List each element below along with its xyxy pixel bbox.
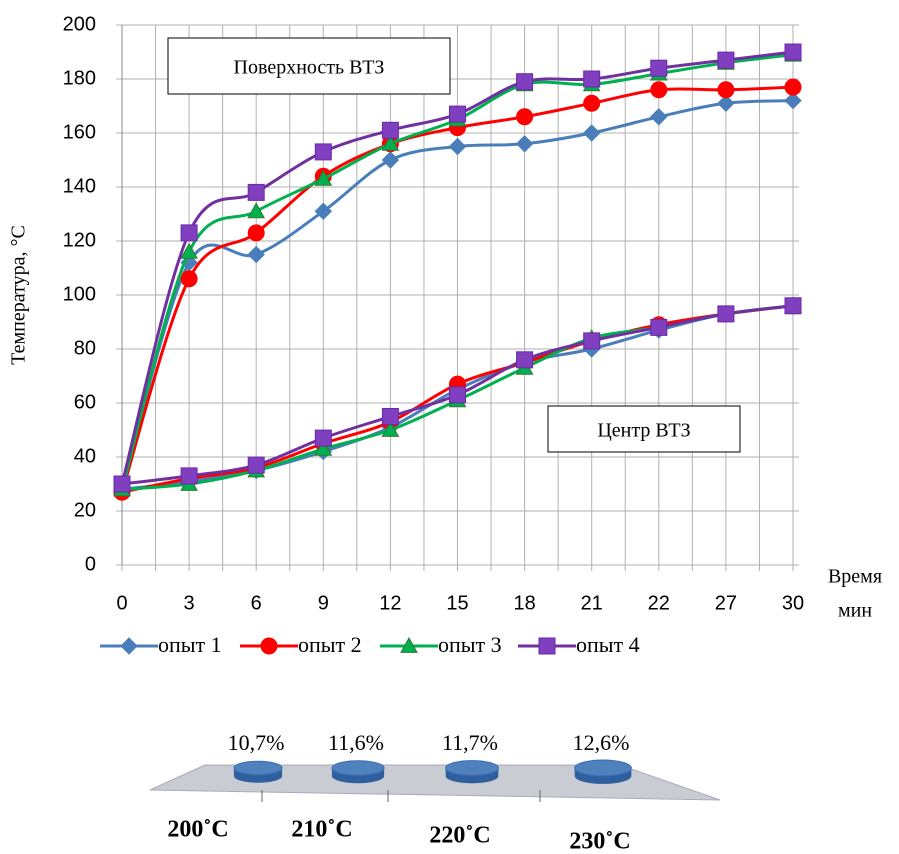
- marker: [314, 429, 332, 447]
- x-tick-label: 220˚С: [429, 823, 490, 849]
- marker: [247, 456, 265, 474]
- x-tick-label: 22: [648, 592, 670, 614]
- marker: [247, 202, 266, 219]
- y-tick-label: 200: [63, 13, 96, 35]
- x-tick-label: 18: [513, 592, 535, 614]
- x-tick-label: 12: [379, 592, 401, 614]
- marker: [247, 224, 265, 242]
- y-tick-label: 120: [63, 229, 96, 251]
- data-label: 12,6%: [573, 730, 630, 755]
- marker: [314, 169, 333, 186]
- x-tick-label: 3: [184, 592, 195, 614]
- data-label: 11,7%: [442, 730, 498, 755]
- marker: [650, 108, 668, 126]
- marker: [180, 224, 198, 242]
- marker: [583, 70, 601, 88]
- x-tick-label: 230˚С: [569, 829, 630, 854]
- series-line: [120, 85, 794, 493]
- legend-label: опыт 4: [576, 632, 640, 657]
- y-tick-label: 80: [74, 337, 96, 359]
- annotation-box: [547, 405, 741, 453]
- bubble-top: [331, 760, 385, 776]
- marker: [516, 351, 534, 369]
- marker: [650, 81, 668, 99]
- marker: [449, 386, 466, 404]
- marker: [583, 94, 601, 112]
- y-tick-label: 100: [63, 283, 96, 305]
- marker: [120, 637, 138, 655]
- marker: [516, 108, 534, 126]
- legend-label: опыт 3: [438, 632, 502, 657]
- marker: [650, 59, 668, 77]
- y-tick-label: 140: [63, 175, 96, 197]
- bubble: [445, 760, 499, 784]
- marker: [784, 91, 802, 110]
- marker: [180, 467, 198, 485]
- marker: [247, 183, 265, 201]
- marker: [717, 305, 735, 323]
- data-label: 10,7%: [228, 730, 285, 755]
- marker: [314, 439, 333, 456]
- marker: [260, 637, 278, 655]
- y-tick-label: 40: [74, 445, 96, 467]
- marker: [516, 73, 534, 91]
- marker: [381, 134, 400, 151]
- x-tick-label: 30: [782, 592, 804, 614]
- y-tick-label: 0: [85, 553, 96, 575]
- marker: [784, 78, 802, 96]
- annotation: Центр ВТЗ: [597, 420, 690, 442]
- annotation-box: [167, 37, 451, 95]
- bubble: [574, 759, 632, 784]
- y-axis-title: Температура, °С: [8, 225, 30, 365]
- x-tick-label: 210˚С: [291, 817, 352, 843]
- marker: [400, 636, 418, 653]
- annotation: Поверхность ВТЗ: [234, 57, 385, 79]
- marker: [583, 332, 601, 350]
- marker: [247, 245, 265, 264]
- bubble-top: [233, 760, 283, 776]
- bubble: [233, 760, 283, 783]
- legend-label: опыт 1: [158, 632, 222, 657]
- y-tick-label: 20: [74, 499, 96, 521]
- marker: [717, 51, 735, 69]
- legend-label: опыт 2: [298, 632, 362, 657]
- marker: [113, 475, 131, 493]
- marker: [784, 297, 802, 315]
- marker: [381, 420, 400, 437]
- marker: [582, 124, 601, 142]
- bubble-top: [445, 760, 499, 776]
- marker: [448, 137, 467, 156]
- marker: [180, 242, 198, 259]
- x-tick-label: 15: [446, 592, 468, 614]
- marker: [381, 408, 399, 425]
- x-axis-title: Время: [828, 566, 882, 588]
- marker: [381, 121, 399, 139]
- x-tick-label: 21: [581, 592, 603, 614]
- x-tick-label: 6: [251, 592, 262, 614]
- bubble: [331, 760, 385, 784]
- marker: [381, 151, 400, 169]
- marker: [180, 270, 198, 288]
- y-tick-label: 160: [63, 121, 96, 143]
- marker: [717, 81, 735, 99]
- data-label: 11,6%: [328, 730, 384, 755]
- marker: [717, 94, 735, 113]
- y-tick-label: 180: [63, 67, 96, 89]
- marker: [538, 637, 556, 655]
- x-tick-label: 200˚С: [167, 817, 228, 843]
- x-tick-label: 9: [318, 592, 329, 614]
- y-tick-label: 60: [74, 391, 96, 413]
- marker: [650, 318, 668, 336]
- marker: [314, 202, 333, 221]
- marker: [449, 105, 466, 123]
- marker: [784, 43, 802, 61]
- bubble-top: [574, 759, 632, 777]
- marker: [515, 135, 534, 153]
- x-tick-label: 0: [116, 592, 127, 614]
- x-axis-title: мин: [838, 600, 872, 622]
- x-tick-label: 27: [715, 592, 737, 614]
- marker: [314, 143, 332, 161]
- series-line: [120, 53, 794, 490]
